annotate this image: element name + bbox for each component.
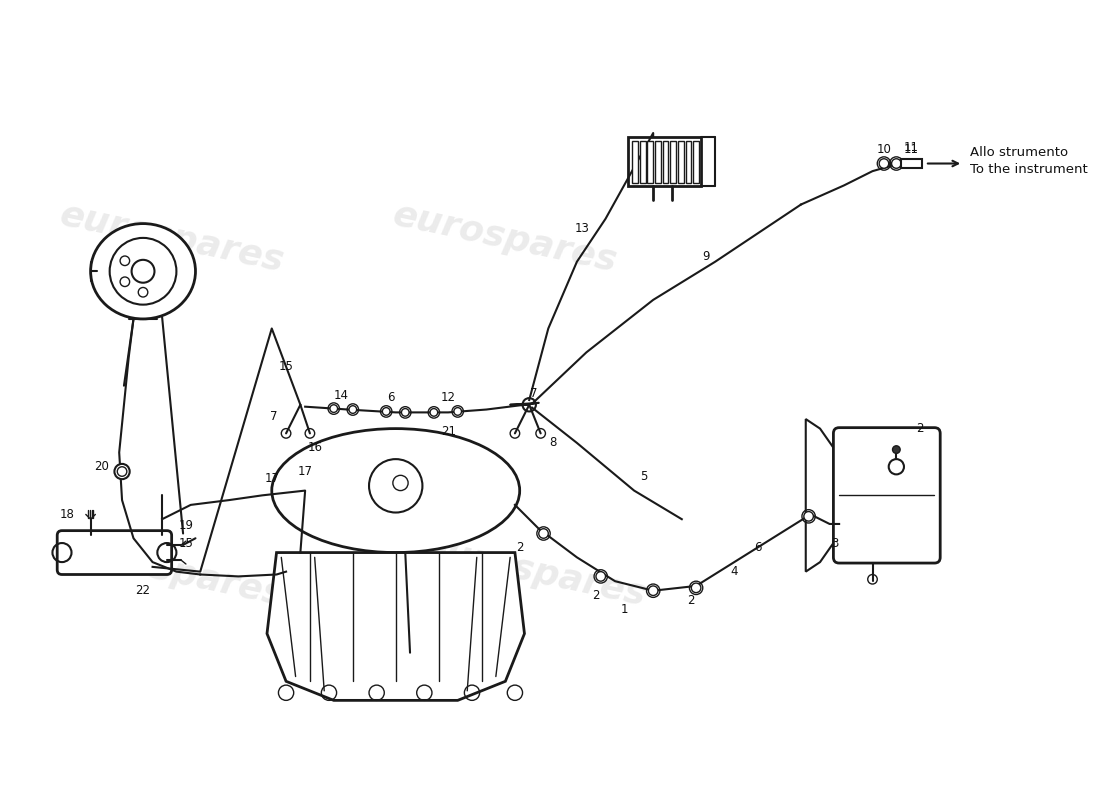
Circle shape — [892, 446, 900, 454]
Bar — [656, 141, 661, 182]
Text: 7: 7 — [530, 387, 538, 400]
Text: 16: 16 — [307, 441, 322, 454]
Text: 15: 15 — [278, 360, 294, 373]
Ellipse shape — [90, 223, 196, 319]
Ellipse shape — [272, 429, 519, 553]
Text: eurospares: eurospares — [56, 198, 287, 278]
Circle shape — [330, 405, 338, 412]
Text: 2: 2 — [916, 422, 924, 435]
Text: eurospares: eurospares — [390, 198, 620, 278]
Text: 1: 1 — [620, 603, 628, 616]
Text: 6: 6 — [387, 390, 395, 404]
Text: 2: 2 — [688, 594, 695, 606]
Circle shape — [539, 529, 548, 538]
Circle shape — [114, 464, 130, 479]
Text: 5: 5 — [640, 470, 647, 482]
Circle shape — [596, 572, 605, 581]
Text: 22: 22 — [135, 584, 151, 598]
FancyBboxPatch shape — [834, 428, 940, 563]
Bar — [685, 141, 691, 182]
Bar — [640, 141, 646, 182]
Circle shape — [879, 158, 889, 168]
Text: 15: 15 — [178, 537, 194, 550]
Bar — [678, 141, 684, 182]
Text: 13: 13 — [574, 222, 590, 235]
Text: eurospares: eurospares — [56, 531, 287, 612]
Text: 17: 17 — [298, 465, 312, 478]
Text: 11: 11 — [904, 141, 920, 154]
Bar — [670, 141, 676, 182]
Bar — [901, 158, 922, 168]
Text: 10: 10 — [877, 142, 891, 156]
Bar — [693, 141, 698, 182]
FancyBboxPatch shape — [57, 530, 172, 574]
Circle shape — [691, 583, 701, 593]
Text: 17: 17 — [264, 472, 279, 485]
Text: 7: 7 — [270, 410, 277, 422]
Text: 4: 4 — [730, 565, 738, 578]
Text: 11: 11 — [904, 142, 920, 156]
Bar — [632, 141, 638, 182]
Text: 3: 3 — [830, 537, 838, 550]
Circle shape — [402, 409, 409, 416]
Text: 9: 9 — [702, 250, 710, 263]
Circle shape — [383, 408, 390, 415]
Bar — [662, 141, 669, 182]
Circle shape — [648, 586, 658, 595]
Bar — [628, 137, 701, 186]
Text: 18: 18 — [59, 508, 74, 521]
Circle shape — [349, 406, 356, 414]
Text: 20: 20 — [94, 460, 109, 474]
Bar — [648, 141, 653, 182]
Circle shape — [430, 409, 438, 416]
Circle shape — [454, 408, 462, 415]
Text: 8: 8 — [549, 437, 557, 450]
Text: 12: 12 — [441, 390, 455, 404]
Text: eurospares: eurospares — [419, 531, 649, 612]
Text: Allo strumento
To the instrument: Allo strumento To the instrument — [970, 146, 1088, 176]
Text: 2: 2 — [516, 542, 524, 554]
Text: 19: 19 — [178, 519, 194, 532]
Text: 6: 6 — [755, 542, 762, 554]
Circle shape — [892, 158, 901, 168]
Text: 14: 14 — [334, 389, 349, 402]
Polygon shape — [267, 553, 525, 700]
Circle shape — [132, 260, 154, 282]
Text: 2: 2 — [592, 589, 600, 602]
Text: 21: 21 — [441, 425, 455, 438]
Circle shape — [804, 511, 813, 521]
